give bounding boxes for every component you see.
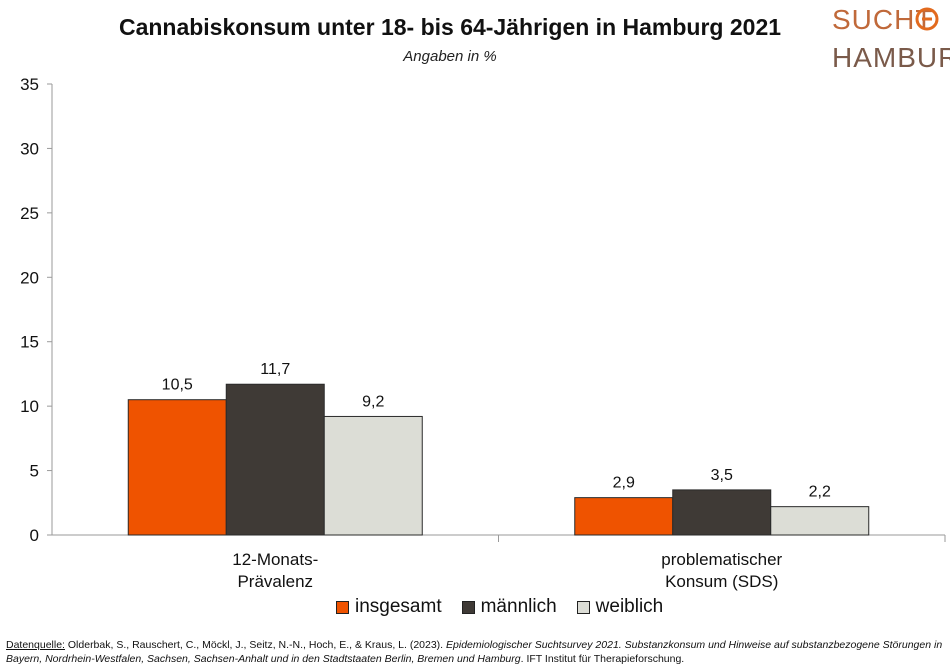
bar-3-1 [323, 415, 423, 536]
bar-3-2 [770, 506, 870, 536]
legend-swatch [576, 600, 590, 614]
bar-2-1 [225, 383, 325, 536]
x-category-label: Prävalenz [237, 572, 313, 591]
data-label: 11,7 [260, 361, 290, 378]
y-tick-label: 30 [20, 139, 39, 158]
x-category-label: problematischer [661, 550, 782, 569]
y-tick-label: 25 [20, 204, 39, 223]
bar-2-2 [672, 489, 772, 536]
bar-1-1 [127, 399, 227, 536]
data-label: 2,2 [809, 484, 831, 501]
bar-chart: 0 5 10 15 20 25 30 35 10,5 11,7 9,2 12-Monats- Präv… [20, 75, 946, 591]
logo-line-2: HAMBURG [832, 42, 950, 73]
chart-subtitle: Angaben in % [403, 48, 497, 65]
source-authors: Olderbak, S., Rauschert, C., Möckl, J., … [64, 639, 447, 651]
y-tick-label: 5 [30, 462, 39, 481]
legend-label: insgesamt [355, 596, 442, 617]
logo-circle-icon [915, 7, 939, 31]
chart-bars [127, 383, 870, 536]
chart-labels: 10,5 11,7 9,2 12-Monats- Prävalenz 2,9 3,5 2,2 p… [162, 361, 831, 591]
chart-title: Cannabiskonsum unter 18- bis 64-Jährigen… [118, 14, 782, 40]
x-category-label: 12-Monats- [232, 550, 318, 569]
data-label: 3,5 [711, 467, 733, 484]
data-label: 10,5 [162, 377, 193, 394]
data-label: 9,2 [362, 393, 384, 410]
legend-label: weiblich [595, 596, 664, 617]
legend: insgesamt männlich weiblich [336, 596, 756, 618]
legend-label: männlich [480, 596, 557, 617]
bar-1-2 [574, 497, 674, 536]
x-category-label: Konsum (SDS) [665, 572, 778, 591]
legend-swatch [461, 600, 475, 614]
legend-item-2: männlich [461, 596, 557, 618]
source-title: Epidemiologischer Suchtsurvey 2021. Subs… [6, 639, 943, 665]
y-tick-label: 35 [20, 75, 39, 94]
source-note: Datenquelle: Olderbak, S., Rauschert, C.… [6, 638, 946, 666]
source-publisher: . IFT Institut für Therapieforschung. [520, 653, 685, 665]
y-tick-label: 10 [20, 397, 39, 416]
sucht-hamburg-logo: SUCHT HAMBURG [832, 4, 950, 80]
y-tick-label: 20 [20, 268, 39, 287]
y-tick-label: 15 [20, 333, 39, 352]
legend-item-1: insgesamt [336, 596, 442, 618]
legend-item-3: weiblich [576, 596, 664, 618]
source-label: Datenquelle: [6, 639, 65, 651]
y-tick-label: 0 [30, 526, 39, 545]
data-label: 2,9 [613, 475, 635, 492]
legend-swatch [336, 600, 349, 614]
